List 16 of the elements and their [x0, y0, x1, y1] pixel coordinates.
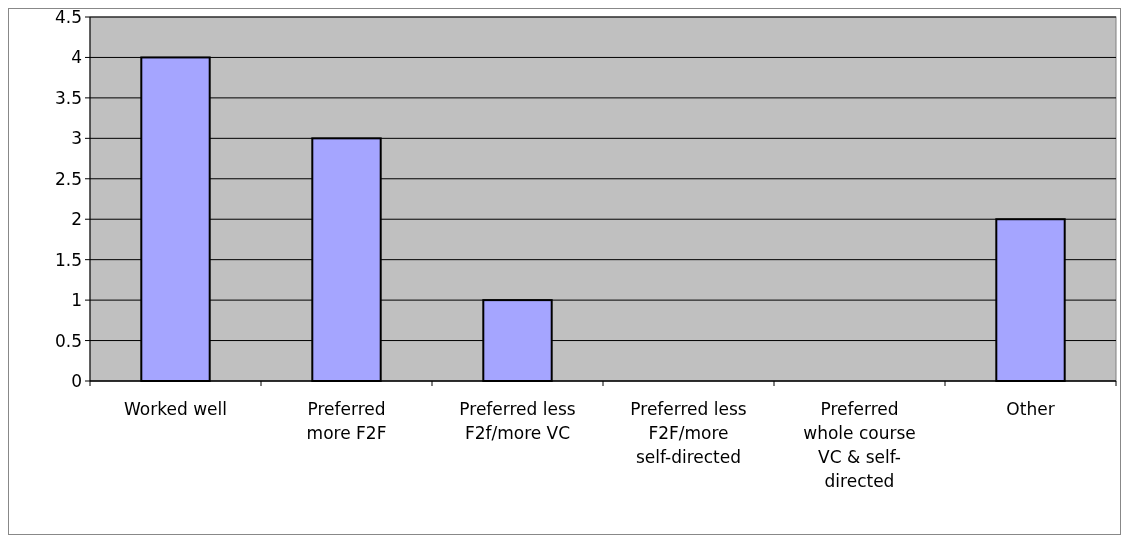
y-tick-label: 2 — [71, 209, 82, 230]
x-tick-label: Preferred more F2F — [306, 399, 387, 443]
y-tick-label: 2.5 — [54, 168, 82, 189]
y-tick-label: 1.5 — [54, 249, 82, 270]
x-tick-label: Preferred less F2F/more self-directed — [630, 399, 747, 467]
x-tick-label: Preferred less F2f/more VC — [459, 399, 576, 443]
y-tick-label: 0.5 — [54, 330, 82, 351]
y-tick-label: 0 — [71, 370, 82, 391]
x-tick-label: Other — [1006, 399, 1055, 419]
y-tick-label: 4 — [71, 47, 82, 68]
y-tick-label: 3.5 — [54, 87, 82, 108]
y-tick-label: 4.5 — [54, 6, 82, 27]
x-tick-label: Worked well — [124, 399, 227, 419]
y-tick-label: 1 — [71, 290, 82, 311]
x-tick-label: Preferred whole course VC & self-directed — [803, 399, 916, 491]
y-tick-label: 3 — [71, 128, 82, 149]
